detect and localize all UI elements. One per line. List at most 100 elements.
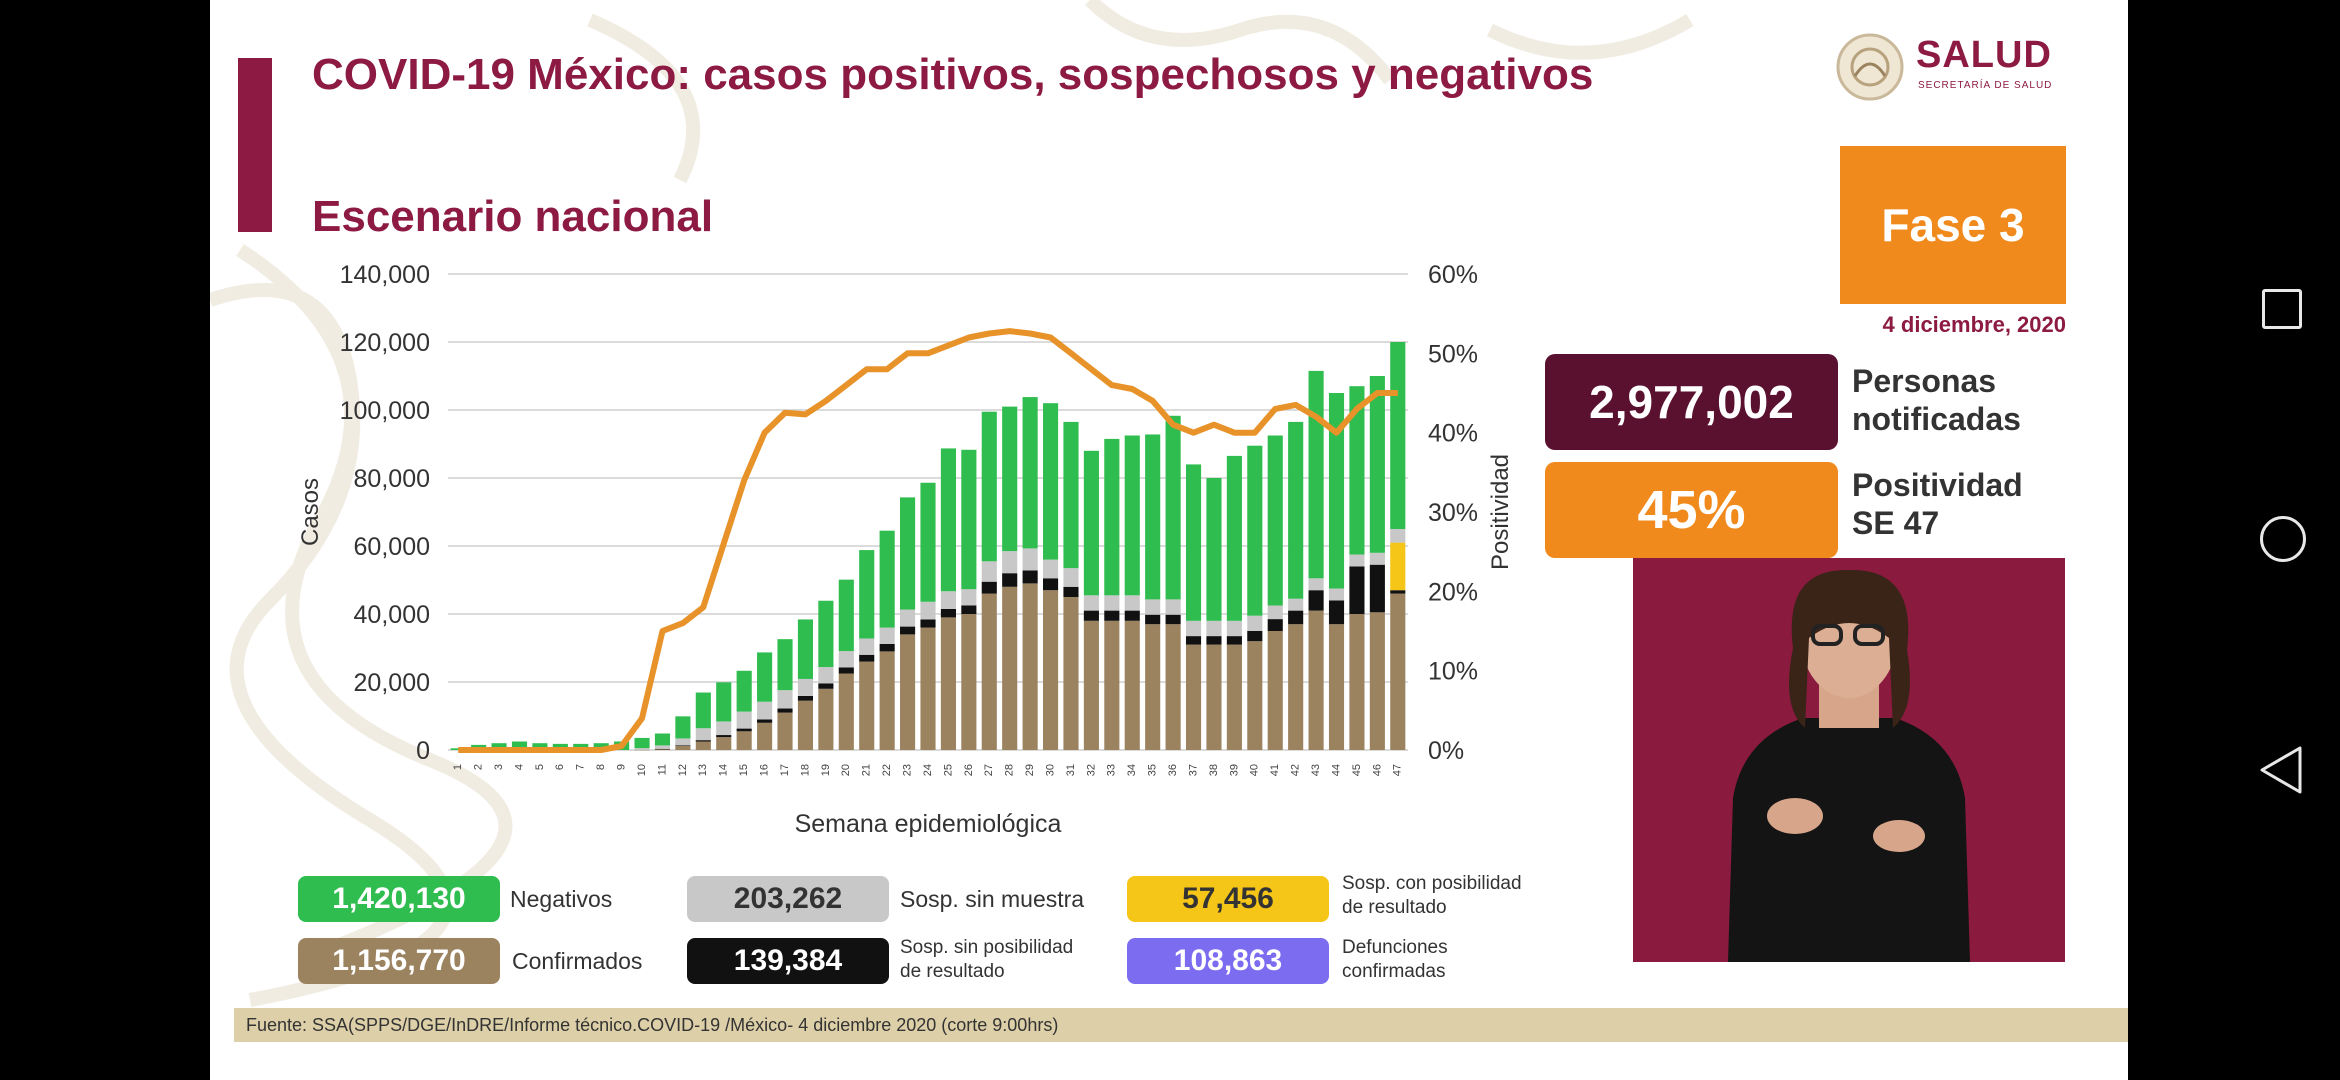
bar-segment: [1267, 605, 1283, 620]
x-tick-label: 47: [1392, 764, 1404, 776]
bar-segment: [1185, 620, 1202, 637]
x-tick-label: 5: [534, 764, 546, 770]
y2-tick-label: 10%: [1428, 658, 1478, 686]
logo-text: SALUD: [1916, 34, 2052, 76]
bar-segment: [1288, 610, 1304, 625]
bar-segment: [1328, 588, 1345, 601]
bar-segment: [1349, 386, 1365, 555]
bar-segment: [1165, 624, 1181, 750]
bar-segment: [511, 741, 528, 750]
bar-segment: [1083, 450, 1099, 596]
bar-segment: [1165, 614, 1181, 625]
x-tick-label: 24: [922, 764, 934, 776]
bar-segment: [716, 682, 732, 722]
bar-segment: [797, 619, 814, 679]
accent-bar: [238, 58, 272, 232]
bar-segment: [1390, 342, 1406, 529]
slide-title: COVID-19 México: casos positivos, sospec…: [312, 50, 1594, 99]
bar-segment: [1145, 614, 1161, 625]
bar-segment: [777, 639, 793, 691]
x-tick-label: 26: [963, 764, 975, 776]
bar-segment: [1390, 593, 1406, 750]
bar-segment: [1226, 644, 1242, 750]
bar-segment: [920, 482, 936, 602]
y-tick-label: 120,000: [340, 329, 430, 357]
bar-segment: [1063, 597, 1079, 750]
x-tick-label: 17: [779, 764, 791, 776]
bar-segment: [1369, 552, 1385, 565]
slide: COVID-19 México: casos positivos, sospec…: [210, 0, 2128, 1080]
bar-segment: [1063, 586, 1079, 597]
android-nav-bar: [2128, 0, 2340, 1080]
bar-segment: [1104, 595, 1120, 611]
bar-segment: [1002, 573, 1018, 587]
legend-defunciones-value: 108,863: [1127, 938, 1329, 984]
home-button[interactable]: [2260, 516, 2306, 562]
bar-segment: [1185, 464, 1202, 621]
positivity-label-line1: Positividad: [1852, 467, 2023, 503]
x-tick-label: 12: [677, 764, 689, 776]
bar-segment: [940, 448, 956, 592]
bar-segment: [859, 550, 875, 639]
y-tick-label: 40,000: [354, 601, 430, 629]
bar-segment: [1042, 578, 1059, 591]
bar-segment: [1124, 435, 1140, 596]
bar-segment: [1185, 644, 1202, 750]
legend-con-posibilidad-label-2: de resultado: [1342, 897, 1447, 918]
persons-notified-label: Personas notificadas: [1852, 362, 2021, 438]
bar-segment: [1369, 612, 1385, 750]
legend-sin-posibilidad-value: 139,384: [687, 938, 889, 984]
bar-segment: [1247, 641, 1263, 750]
x-tick-label: 30: [1044, 764, 1056, 776]
legend-defunciones-label: Defunciones confirmadas: [1342, 936, 1448, 984]
x-tick-label: 43: [1310, 764, 1322, 776]
bar-segment: [675, 745, 691, 750]
bar-segment: [593, 743, 609, 750]
bar-segment: [695, 741, 711, 750]
persons-label-line2: notificadas: [1852, 401, 2021, 437]
back-button[interactable]: [2258, 744, 2306, 796]
x-tick-label: 9: [616, 764, 628, 770]
bar-segment: [695, 728, 711, 741]
cases-chart: 0 20,000 40,000 60,000 80,000 100,000 120,000 1…: [297, 261, 1514, 838]
bar-segment: [1267, 619, 1283, 631]
bar-segment: [491, 743, 507, 750]
bar-segment: [1022, 397, 1038, 549]
bar-segment: [1002, 406, 1018, 552]
x-tick-label: 1: [452, 764, 464, 770]
bar-segment: [1165, 599, 1181, 615]
bar-segment: [716, 721, 732, 736]
legend-defunciones-label-2: confirmadas: [1342, 961, 1446, 982]
bar-segment: [1042, 590, 1059, 750]
bar-segment: [961, 589, 977, 606]
bar-segment: [859, 654, 875, 662]
legend-defunciones-label-1: Defunciones: [1342, 937, 1448, 958]
bar-segment: [981, 581, 997, 594]
bar-segment: [961, 449, 977, 590]
bar-segment: [1002, 551, 1018, 574]
legend-sin-posibilidad-label-2: de resultado: [900, 961, 1005, 982]
legend-confirmados-value: 1,156,770: [298, 938, 500, 984]
bar-segment: [818, 600, 834, 668]
bar-segment: [981, 593, 997, 750]
y-tick-label: 60,000: [354, 533, 430, 561]
bar-segment: [961, 614, 977, 750]
bar-segment: [900, 497, 916, 610]
bar-segment: [981, 561, 997, 582]
bar-segment: [1145, 624, 1161, 750]
bar-segment: [532, 743, 548, 750]
bar-segment: [1124, 610, 1140, 621]
x-tick-label: 14: [718, 764, 730, 776]
source-footer: Fuente: SSA(SPPS/DGE/InDRE/Informe técni…: [234, 1008, 2128, 1042]
bar-segment: [797, 695, 814, 701]
bar-segment: [675, 738, 691, 746]
bar-segment: [838, 667, 854, 674]
x-tick-label: 31: [1065, 764, 1077, 776]
bar-segment: [879, 651, 895, 750]
bar-segment: [1267, 631, 1283, 750]
bar-segment: [1390, 542, 1406, 591]
legend-negativos-label: Negativos: [510, 886, 613, 912]
bar-segment: [634, 749, 650, 751]
bar-segment: [797, 678, 814, 696]
recent-apps-button[interactable]: [2262, 289, 2302, 329]
